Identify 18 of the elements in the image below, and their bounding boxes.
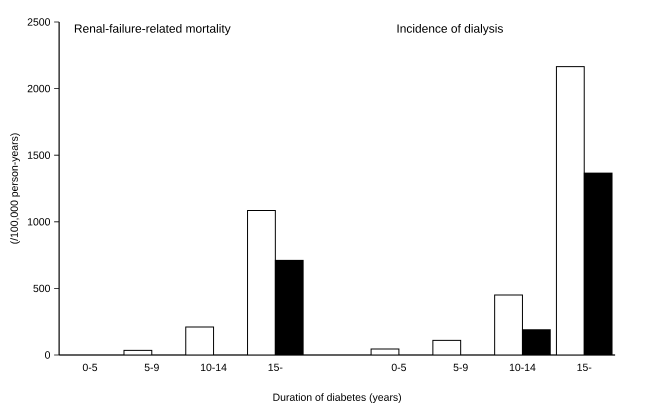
annotation: Renal-failure-related mortality [74, 24, 231, 36]
x-tick-label: 5-9 [454, 364, 468, 372]
x-tick-label: 0-5 [82, 364, 98, 372]
y-tick-label: 1500 [28, 152, 50, 159]
y-tick-label: 0 [45, 351, 50, 359]
y-axis-title: (/100,000 person-years) [10, 133, 20, 244]
x-tick-label: 15- [577, 364, 592, 371]
x-tick-label: 10-14 [510, 364, 536, 372]
annotation: Incidence of dialysis [398, 24, 503, 36]
x-tick-label: 5-9 [144, 364, 159, 372]
x-axis-title: Duration of diabetes (years) [273, 393, 401, 404]
x-tick-label: 0-5 [392, 364, 406, 372]
y-tick-label: 2500 [28, 18, 50, 26]
y-tick-label: 1000 [28, 218, 50, 226]
x-tick-label: 15- [268, 364, 282, 371]
y-tick-label: 500 [33, 284, 50, 292]
y-tick-label: 2000 [28, 84, 50, 92]
x-tick-label: 10-14 [200, 364, 227, 372]
